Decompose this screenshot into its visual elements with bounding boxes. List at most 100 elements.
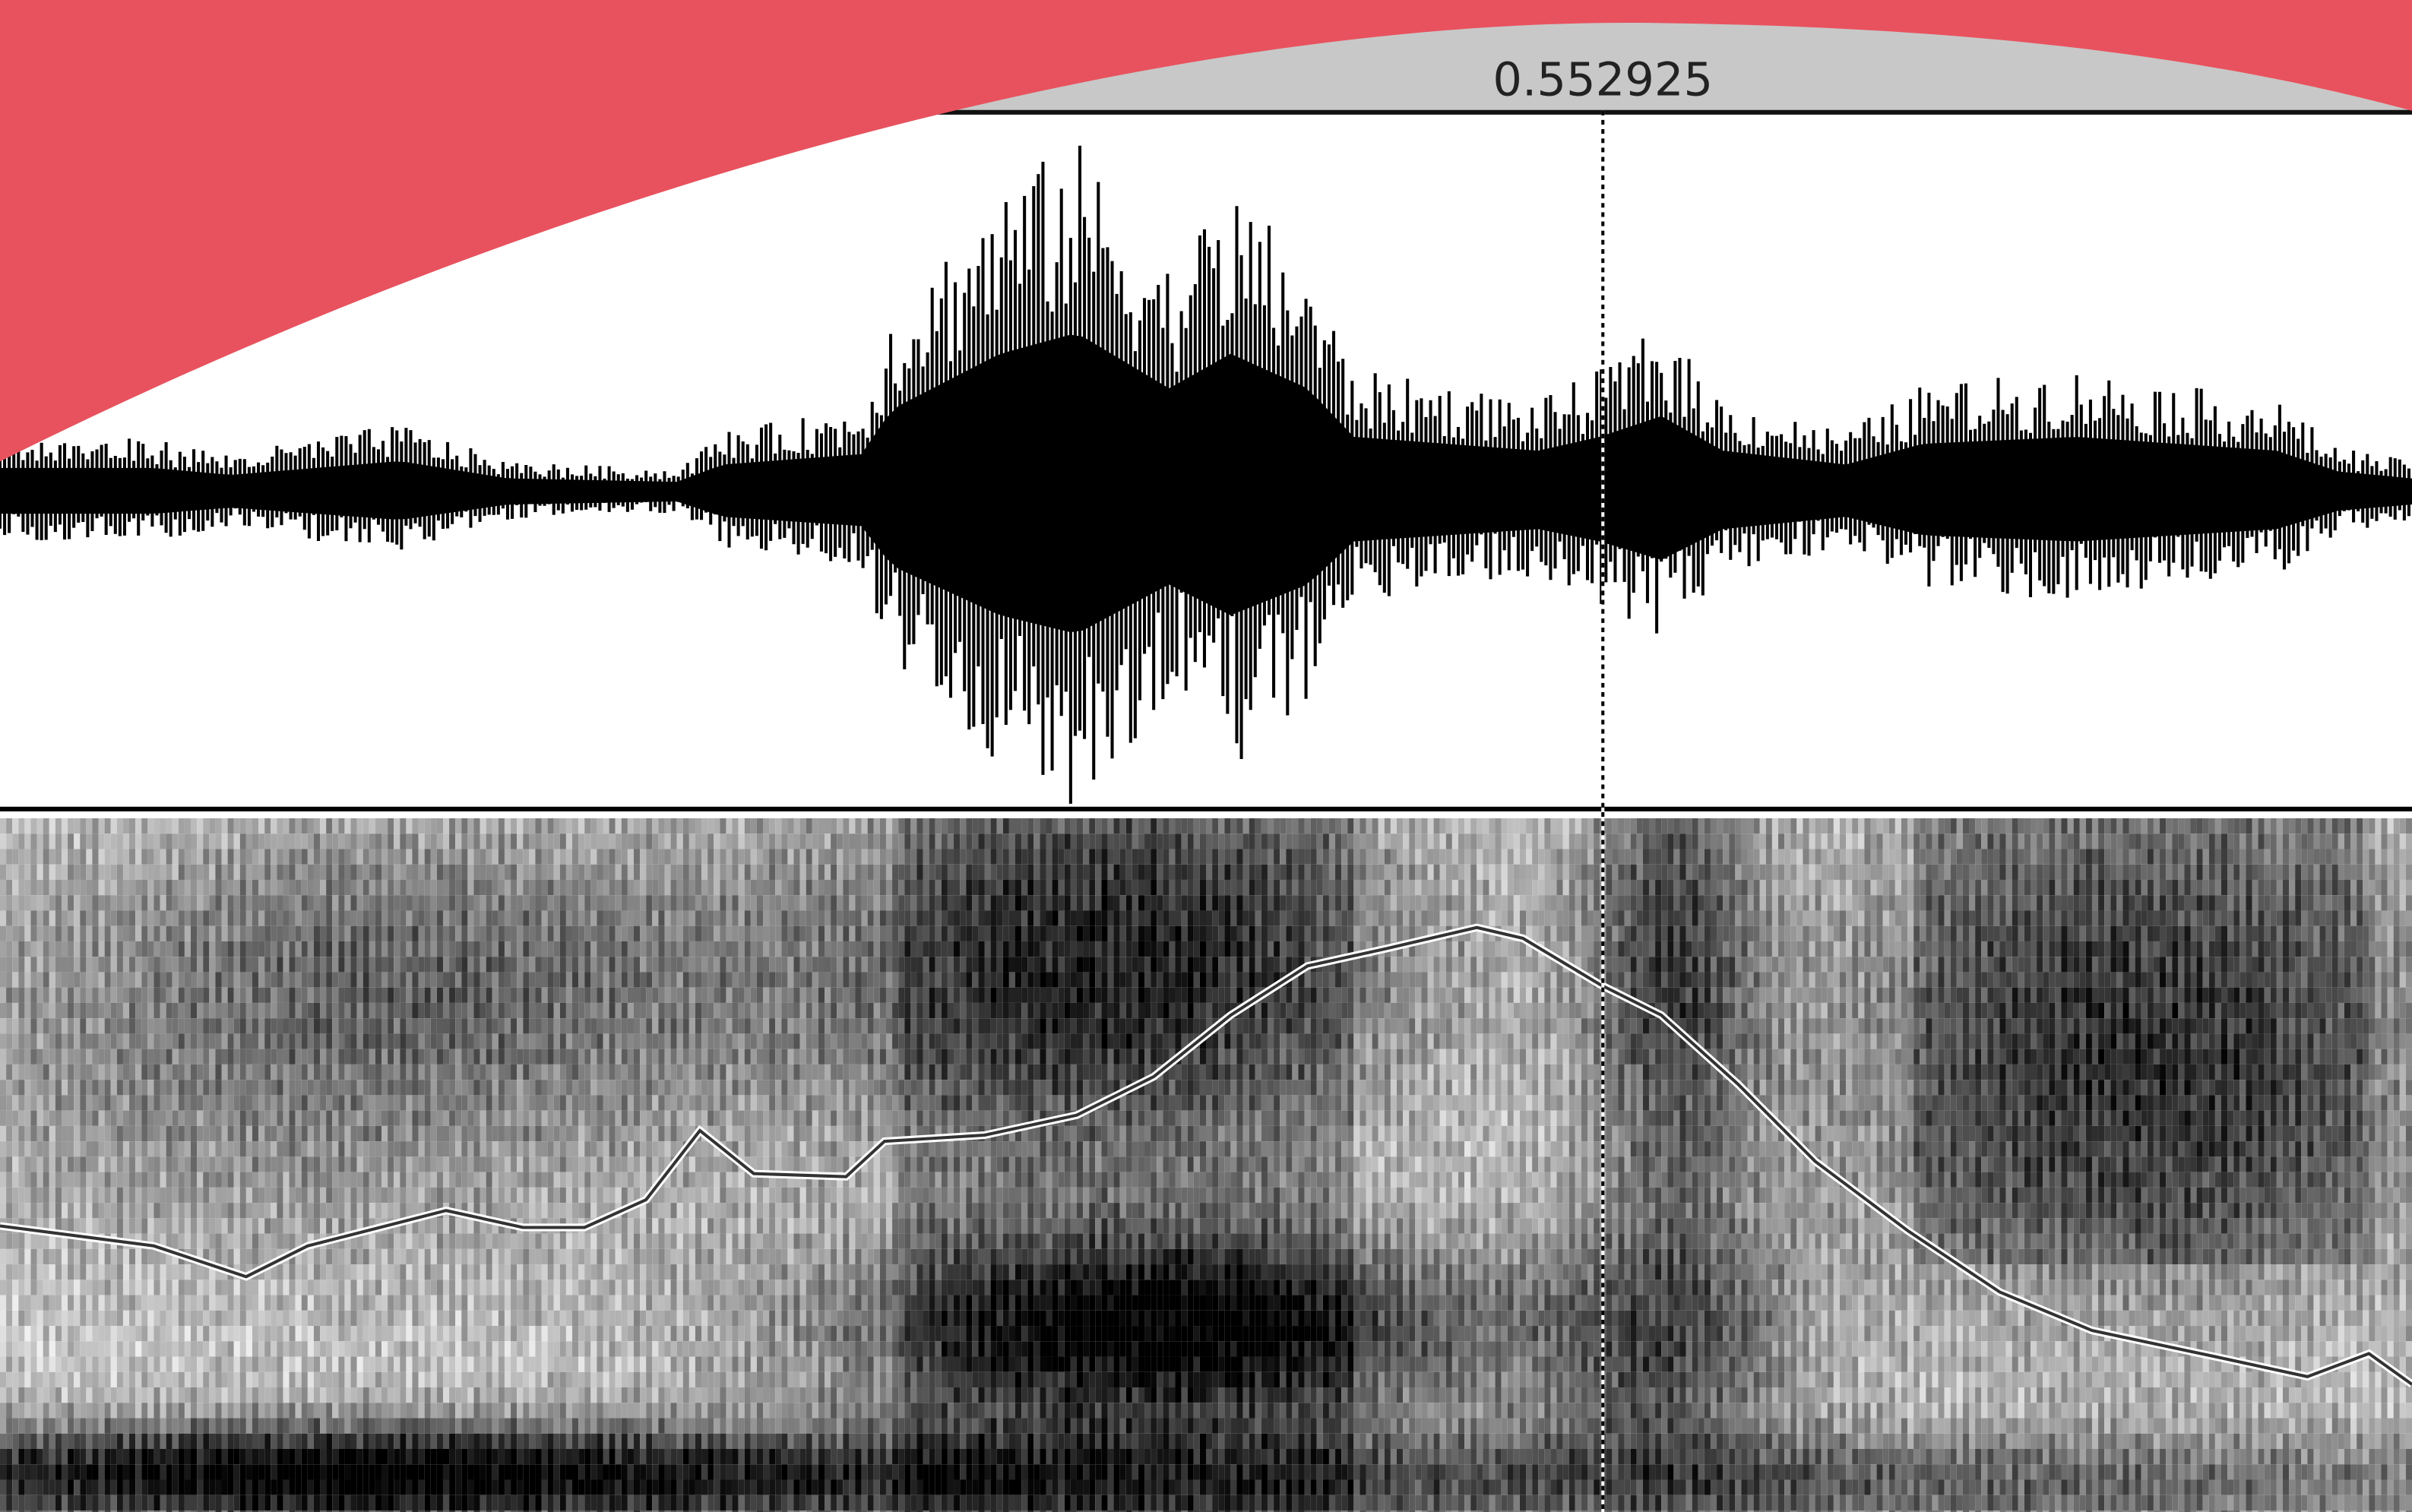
spectrogram-cell (154, 833, 160, 849)
spectrogram-cell (154, 1387, 160, 1403)
spectrogram-cell (320, 972, 326, 987)
spectrogram-cell (258, 1372, 264, 1387)
spectrogram-cell (646, 1064, 652, 1080)
spectrogram-cell (326, 1033, 332, 1049)
spectrogram-cell (86, 972, 92, 987)
spectrogram-cell (160, 1295, 166, 1311)
spectrogram-cell (215, 1203, 221, 1218)
spectrogram-cell (584, 1434, 590, 1449)
spectrogram-cell (658, 1280, 664, 1295)
spectrogram-cell (0, 1495, 6, 1510)
spectrogram-cell (203, 1095, 209, 1110)
spectrogram-cell (505, 895, 511, 910)
spectrogram-cell (473, 1464, 480, 1479)
spectrogram-cell (658, 880, 664, 895)
spectrogram-cell (467, 1295, 473, 1311)
spectrogram-cell (12, 1003, 18, 1018)
spectrogram-cell (505, 833, 511, 849)
spectrogram-cell (634, 1387, 640, 1403)
spectrogram-cell (400, 1080, 406, 1095)
spectrogram-cell (80, 880, 86, 895)
spectrogram-cell (308, 1419, 314, 1434)
spectrogram-cell (160, 1064, 166, 1080)
spectrogram-cell (357, 895, 363, 910)
spectrogram-cell (37, 1126, 43, 1141)
spectrogram-cell (264, 818, 271, 833)
spectrogram-cell (74, 1295, 80, 1311)
spectrogram-cell (578, 926, 584, 941)
spectrogram-cell (652, 941, 658, 957)
spectrogram-cell (271, 926, 277, 941)
spectrogram-cell (535, 910, 541, 925)
spectrogram-cell (449, 910, 455, 925)
spectrogram-cell (74, 1357, 80, 1372)
spectrogram-cell (18, 1434, 24, 1449)
spectrogram-cell (326, 1403, 332, 1418)
spectrogram-cell (290, 1326, 296, 1341)
spectrogram-cell (400, 1234, 406, 1249)
spectrogram-cell (419, 1464, 425, 1479)
spectrogram-cell (634, 1095, 640, 1110)
spectrogram-cell (6, 1126, 12, 1141)
spectrogram-cell (425, 865, 431, 880)
spectrogram-cell (375, 880, 381, 895)
spectrogram-cell (74, 1419, 80, 1434)
spectrogram-cell (499, 865, 505, 880)
spectrogram-cell (173, 1479, 179, 1495)
spectrogram-cell (480, 1403, 486, 1418)
spectrogram-cell (277, 910, 283, 925)
spectrogram-cell (375, 1033, 381, 1049)
spectrogram-cell (590, 957, 597, 972)
spectrogram-cell (437, 1387, 443, 1403)
spectrogram-cell (634, 1479, 640, 1495)
spectrogram-cell (529, 833, 535, 849)
spectrogram-cell (99, 1464, 105, 1479)
spectrogram-cell (221, 1003, 227, 1018)
spectrogram-cell (141, 1003, 147, 1018)
spectrogram-cell (62, 1280, 68, 1295)
spectrogram-cell (166, 1003, 173, 1018)
spectrogram-cell (105, 865, 111, 880)
spectrogram-cell (277, 1449, 283, 1464)
spectrogram-cell (30, 1464, 36, 1479)
spectrogram-cell (603, 833, 609, 849)
spectrogram-cell (338, 1419, 344, 1434)
spectrogram-cell (197, 1464, 203, 1479)
spectrogram-cell (431, 1419, 437, 1434)
spectrogram-cell (437, 926, 443, 941)
spectrogram-cell (443, 1295, 449, 1311)
spectrogram-cell (560, 1033, 566, 1049)
spectrogram-cell (425, 1049, 431, 1064)
spectrogram-cell (443, 1064, 449, 1080)
spectrogram-cell (517, 972, 523, 987)
spectrogram-cell (240, 818, 246, 833)
spectrogram-cell (480, 1172, 486, 1188)
spectrogram-cell (320, 895, 326, 910)
spectrogram-cell (18, 1419, 24, 1434)
spectrogram-cell (55, 1111, 62, 1126)
spectrogram-cell (290, 1111, 296, 1126)
spectrogram-cell (117, 1464, 123, 1479)
spectrogram-cell (290, 1126, 296, 1141)
spectrogram-cell (30, 1357, 36, 1372)
spectrogram-cell (290, 849, 296, 864)
spectrogram-cell (141, 1387, 147, 1403)
spectrogram-cell (412, 1249, 418, 1264)
spectrogram-cell (473, 1049, 480, 1064)
spectrogram-cell (634, 849, 640, 864)
spectrogram-cell (117, 865, 123, 880)
spectrogram-cell (296, 1095, 302, 1110)
spectrogram-cell (394, 1080, 400, 1095)
spectrogram-cell (406, 1234, 412, 1249)
spectrogram-cell (634, 1295, 640, 1311)
spectrogram-cell (37, 1249, 43, 1264)
spectrogram-cell (74, 833, 80, 849)
spectrogram-cell (400, 1311, 406, 1326)
spectrogram-cell (628, 926, 634, 941)
spectrogram-cell (455, 1311, 461, 1326)
spectrogram-cell (449, 988, 455, 1003)
spectrogram-cell (166, 910, 173, 925)
spectrogram-cell (246, 1326, 252, 1341)
spectrogram-cell (381, 1172, 388, 1188)
spectrogram-cell (290, 957, 296, 972)
